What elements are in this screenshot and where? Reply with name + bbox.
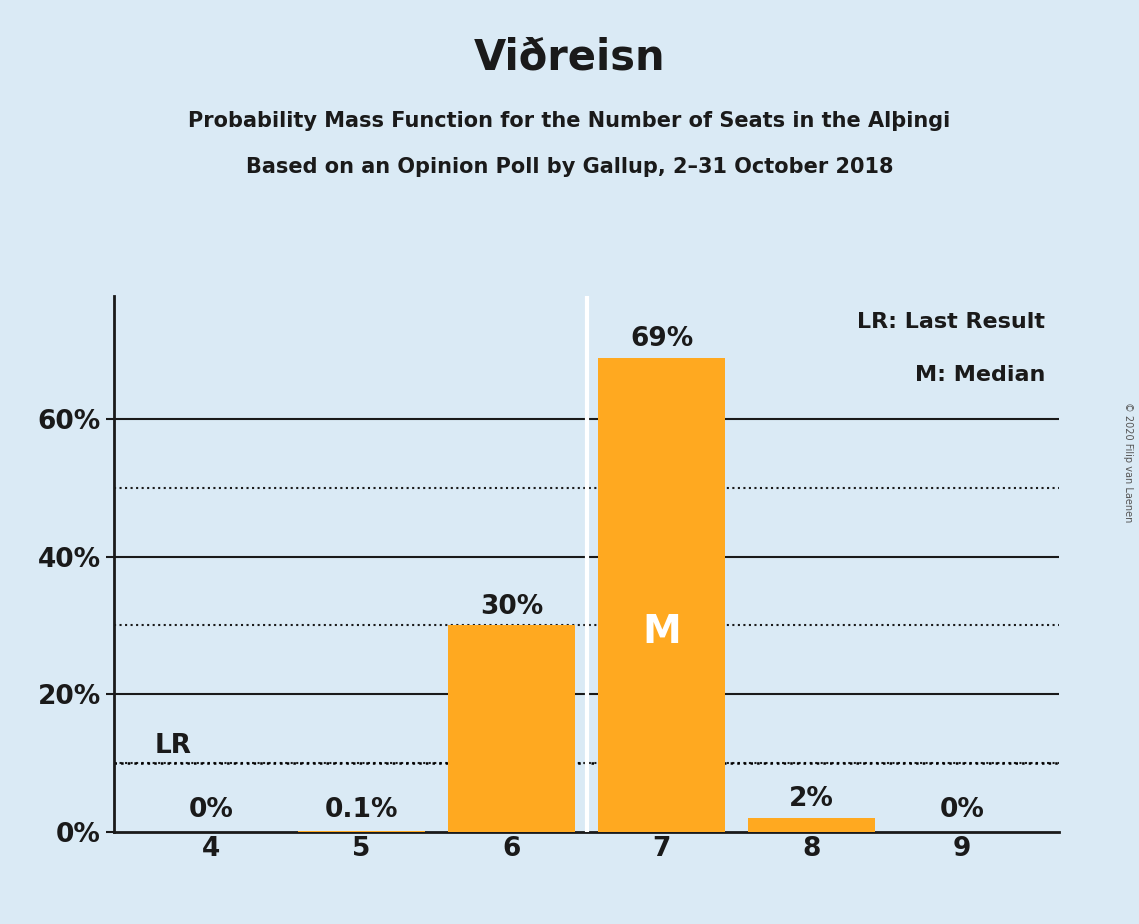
Text: Based on an Opinion Poll by Gallup, 2–31 October 2018: Based on an Opinion Poll by Gallup, 2–31… [246, 157, 893, 177]
Bar [448, 626, 575, 832]
Text: LR: LR [155, 733, 191, 759]
Text: 30%: 30% [480, 594, 543, 620]
Bar [748, 818, 876, 832]
Text: © 2020 Filip van Laenen: © 2020 Filip van Laenen [1123, 402, 1133, 522]
Text: 0%: 0% [940, 797, 984, 823]
Text: M: M [642, 614, 681, 651]
Text: 0%: 0% [189, 797, 233, 823]
Text: Viðreisn: Viðreisn [474, 37, 665, 79]
Text: 69%: 69% [630, 326, 694, 352]
Bar [598, 358, 726, 832]
Text: LR: Last Result: LR: Last Result [857, 311, 1046, 332]
Text: Probability Mass Function for the Number of Seats in the Alþingi: Probability Mass Function for the Number… [188, 111, 951, 131]
Text: 2%: 2% [789, 786, 834, 812]
Text: M: Median: M: Median [915, 365, 1046, 385]
Text: 0.1%: 0.1% [325, 797, 399, 823]
